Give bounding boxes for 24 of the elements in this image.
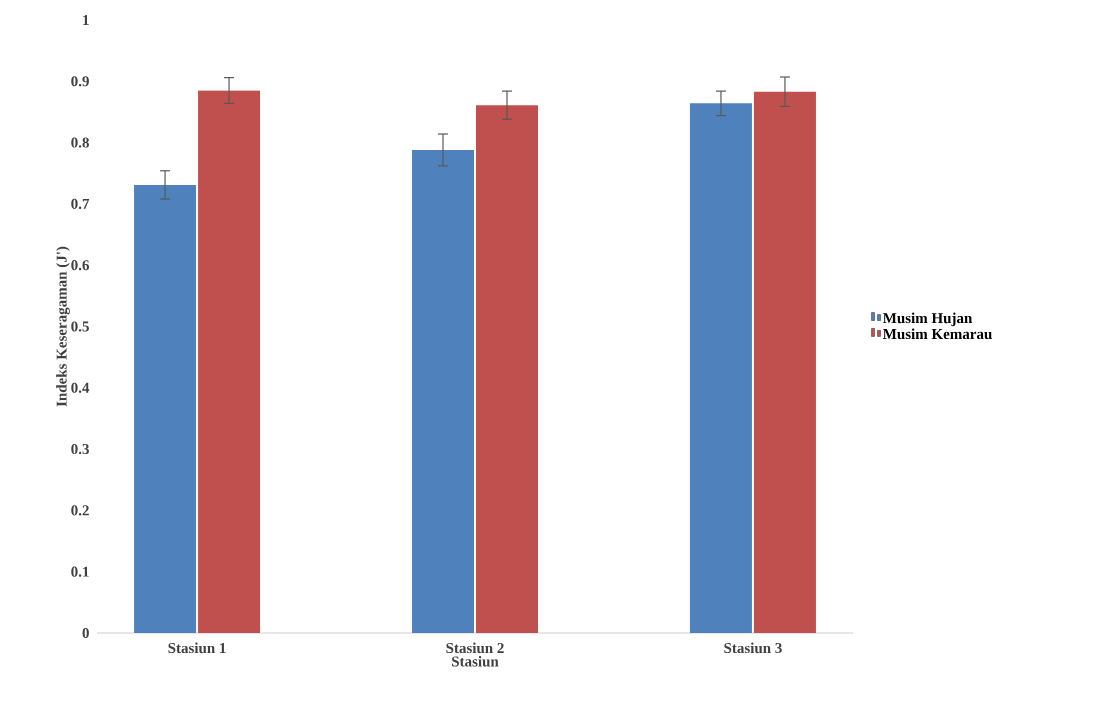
y-tick-label: 0.2 [71,505,89,516]
y-axis-title: Indeks Keseragaman (J') [56,246,70,407]
x-tick-label: Stasiun 1 [168,642,226,654]
legend-label: Musim Hujan [882,312,973,327]
y-tick-label: 0.1 [71,566,89,577]
y-tick-label: 0 [82,627,89,639]
legend-label: Musim Kemarau [882,328,992,340]
x-tick-label: Stasiun 3 [724,642,782,654]
y-tick-label: 0.4 [71,382,90,393]
bar [198,90,261,633]
bar [476,105,538,633]
bar [412,149,474,633]
y-tick-label: 0.9 [71,76,89,87]
y-tick-label: 0.6 [71,260,90,271]
y-tick-label: 1 [83,15,89,25]
x-tick-label: Stasiun 2 [446,642,504,654]
y-tick-label: 0.3 [71,444,89,455]
y-tick-label: 0.5 [71,321,89,332]
bar [753,91,816,633]
y-tick-label: 0.8 [71,137,89,148]
bar [689,103,752,633]
y-tick-label: 0.7 [71,198,90,209]
x-axis-title: Stasiun [452,656,499,667]
bar [134,184,197,633]
